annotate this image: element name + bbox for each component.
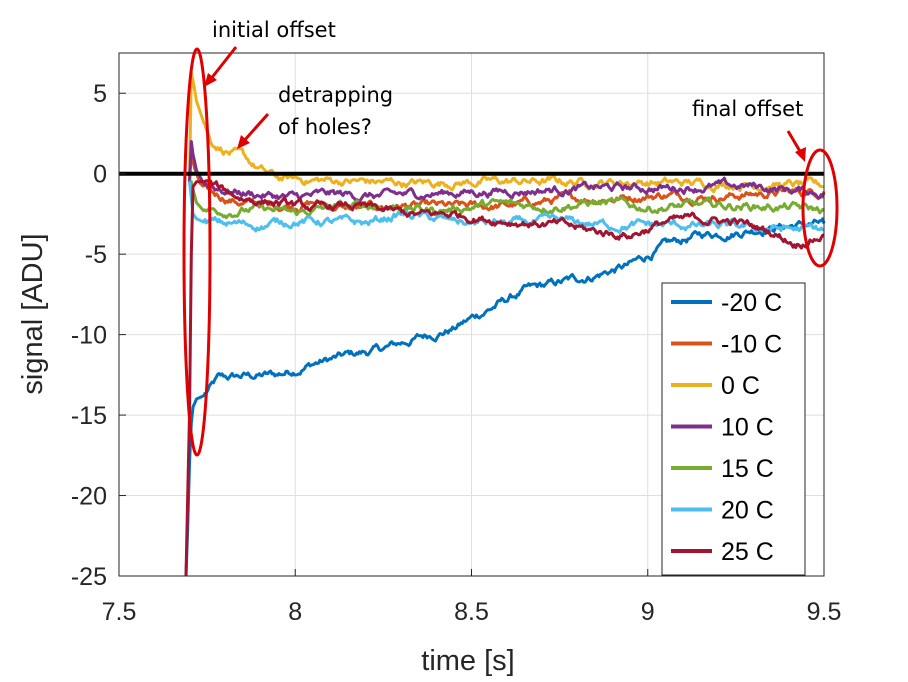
x-tick-label: 9 [641, 598, 655, 626]
final-offset-arrow [786, 130, 803, 154]
y-tick-label: -25 [71, 563, 107, 591]
legend-label: 20 C [721, 497, 774, 525]
y-axis-label: signal [ADU] [17, 233, 49, 394]
series-line-3 [188, 140, 826, 203]
series-line-0 [184, 217, 826, 577]
series-lines [184, 70, 826, 577]
annotation-initial-offset: initial offset [212, 18, 336, 42]
x-tick-label: 8 [288, 598, 302, 626]
y-tick-label: -5 [85, 241, 107, 269]
legend-label: -20 C [721, 289, 782, 317]
final-offset-ellipse [801, 148, 839, 268]
y-tick-label: 0 [93, 161, 107, 189]
x-axis-label: time [s] [421, 645, 514, 677]
x-tick-label: 9.5 [807, 598, 842, 626]
annotation-of-holes: of holes? [278, 115, 372, 139]
series-line-6 [184, 179, 825, 577]
annotation-detrapping: detrapping [278, 83, 393, 107]
x-tick-label: 8.5 [454, 598, 489, 626]
y-tick-label: -20 [71, 483, 107, 511]
legend-label: 15 C [721, 455, 774, 483]
legend-box [661, 282, 806, 576]
series-line-1 [188, 152, 826, 214]
initial-offset-arrow [208, 46, 238, 81]
detrapping-arrowhead [237, 135, 250, 149]
detrapping-arrow [241, 113, 270, 143]
y-tick-label: 5 [93, 80, 107, 108]
series-line-2 [188, 70, 825, 194]
legend-label: -10 C [721, 331, 782, 359]
legend-label: 25 C [721, 538, 774, 566]
final-offset-arrowhead [795, 147, 806, 162]
y-tick-label: -10 [71, 322, 107, 350]
axis-ticks: 7.5 8 8.5 9 9.5 -25 -20 -15 -10 -5 0 5 [71, 80, 842, 626]
series-line-4 [189, 180, 825, 220]
initial-offset-arrowhead [204, 73, 217, 87]
legend-label: 0 C [721, 372, 760, 400]
annotation-final-offset: final offset [692, 97, 803, 121]
x-tick-label: 7.5 [102, 598, 137, 626]
y-tick-label: -15 [71, 402, 107, 430]
annotations: initial offset detrapping of holes? fina… [182, 18, 839, 457]
initial-offset-ellipse [182, 47, 212, 457]
legend-label: 10 C [721, 414, 774, 442]
legend: -20 C -10 C 0 C 10 C 15 C 20 C 25 C [661, 282, 806, 576]
